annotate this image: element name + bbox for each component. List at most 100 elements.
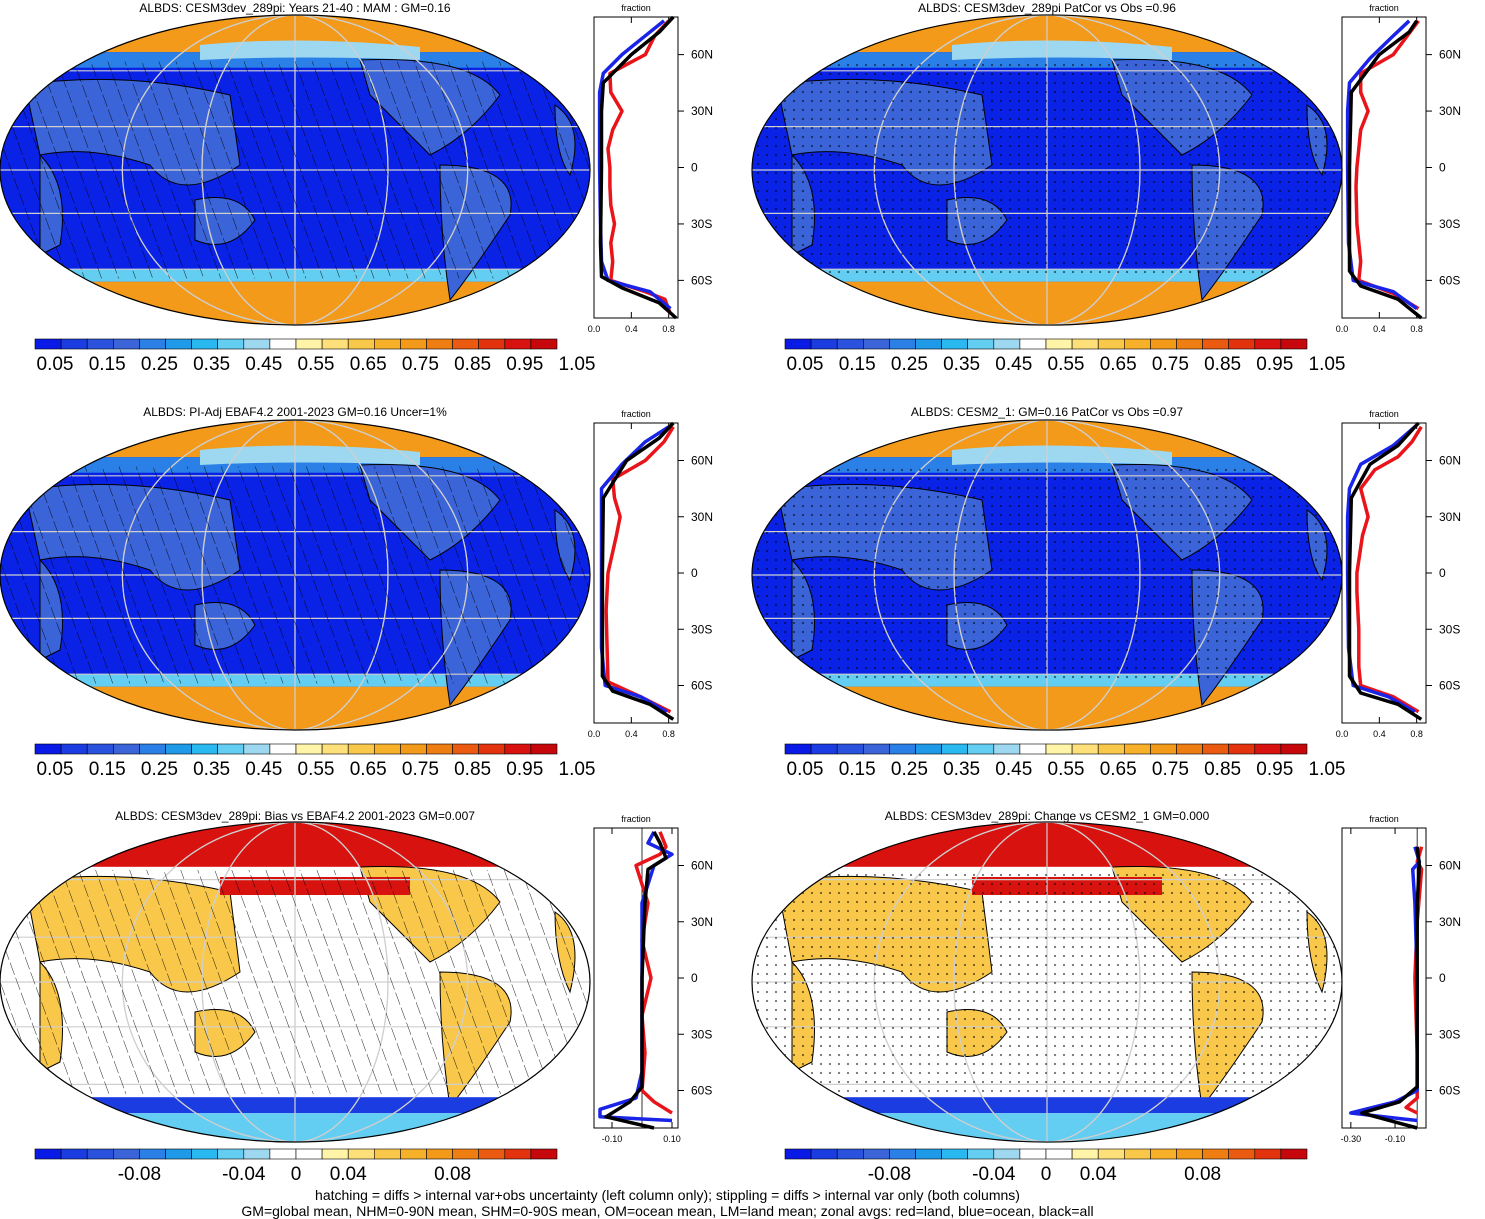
colorbar-swatch	[35, 1149, 61, 1159]
colorbar-swatch	[863, 339, 889, 349]
colorbar-label: 0.65	[1100, 354, 1137, 375]
hatch-overlay	[0, 62, 590, 279]
colorbar-swatch	[1046, 339, 1072, 349]
colorbar-label: 1.05	[1309, 759, 1346, 780]
panel-title: ALBDS: CESM2_1: GM=0.16 PatCor vs Obs =0…	[911, 405, 1183, 419]
colorbar-swatch	[400, 1149, 426, 1159]
colorbar-label: 0.05	[787, 759, 824, 780]
colorbar-swatch	[139, 744, 165, 754]
colorbar-swatch	[479, 744, 505, 754]
colorbar-swatch	[1177, 744, 1203, 754]
colorbar-label: 1.05	[559, 354, 596, 375]
lat-tick-label: 60N	[1439, 454, 1461, 468]
colorbar-swatch	[1020, 1149, 1046, 1159]
lat-tick-label: 30N	[691, 104, 713, 118]
map-field	[0, 822, 590, 1142]
colorbar-swatch	[113, 1149, 139, 1159]
map-field	[752, 420, 1342, 730]
colorbar-swatch	[244, 744, 270, 754]
colorbar-swatch	[785, 1149, 811, 1159]
lat-tick-label: 60S	[1439, 1084, 1460, 1098]
colorbar-label: 0.85	[1204, 759, 1241, 780]
colorbar-swatch	[427, 1149, 453, 1159]
colorbar-swatch	[453, 744, 479, 754]
colorbar-label: -0.08	[118, 1164, 161, 1185]
colorbar-swatch	[322, 1149, 348, 1159]
colorbar-swatch	[1020, 744, 1046, 754]
lat-tick-label: 30S	[691, 1027, 712, 1041]
zonal-line-all	[606, 832, 666, 1128]
lat-tick-label: 30S	[1439, 217, 1460, 231]
lat-tick-label: 60N	[1439, 48, 1461, 62]
colorbar-label: 0	[1041, 1164, 1052, 1185]
map-field	[0, 420, 590, 730]
colorbar-swatch	[785, 744, 811, 754]
colorbar-swatch	[1229, 339, 1255, 349]
colorbar-swatch	[531, 1149, 557, 1159]
colorbar-swatch	[479, 339, 505, 349]
colorbar-swatch	[139, 339, 165, 349]
colorbar-swatch	[1281, 1149, 1307, 1159]
colorbar-label: 0.15	[839, 354, 876, 375]
panel-4: ALBDS: CESM2_1: GM=0.16 PatCor vs Obs =0…	[752, 405, 1461, 780]
colorbar-label: 0.45	[995, 759, 1032, 780]
colorbar-swatch	[968, 339, 994, 349]
colorbar-swatch	[889, 339, 915, 349]
x-tick-label: 0.4	[1373, 729, 1386, 739]
colorbar-label: 0.05	[37, 759, 74, 780]
colorbar-swatch	[166, 744, 192, 754]
colorbar-swatch	[968, 744, 994, 754]
colorbar-label: 0.25	[891, 354, 928, 375]
x-tick-label: -0.30	[1341, 1134, 1362, 1144]
zonal-frame	[1342, 17, 1426, 318]
x-tick-label: 0.8	[1410, 324, 1423, 334]
colorbar-swatch	[889, 1149, 915, 1159]
colorbar-swatch	[1072, 744, 1098, 754]
colorbar-label: 0.75	[402, 354, 439, 375]
colorbar-swatch	[1203, 339, 1229, 349]
colorbar-label: 0.35	[193, 354, 230, 375]
colorbar-swatch	[453, 1149, 479, 1159]
colorbar-swatch	[1098, 339, 1124, 349]
colorbar-swatch	[87, 1149, 113, 1159]
panel-title: ALBDS: CESM3dev_289pi PatCor vs Obs =0.9…	[918, 1, 1176, 15]
map-field	[752, 15, 1342, 325]
colorbar-swatch	[1203, 744, 1229, 754]
colorbar-label: 0.05	[37, 354, 74, 375]
panel-title: ALBDS: PI-Adj EBAF4.2 2001-2023 GM=0.16 …	[143, 405, 447, 419]
lat-tick-label: 60S	[691, 679, 712, 693]
x-tick-label: 0.0	[1336, 729, 1349, 739]
colorbar-swatch	[1281, 744, 1307, 754]
colorbar-swatch	[400, 744, 426, 754]
colorbar-swatch	[374, 339, 400, 349]
colorbar-swatch	[87, 339, 113, 349]
lat-tick-label: 60N	[691, 859, 713, 873]
zonal-frame	[1342, 423, 1426, 723]
panel-2: ALBDS: CESM3dev_289pi PatCor vs Obs =0.9…	[752, 1, 1461, 375]
colorbar-label: 0.95	[1256, 759, 1293, 780]
colorbar-swatch	[61, 1149, 87, 1159]
colorbar-swatch	[400, 339, 426, 349]
footnote-hatching: hatching = diffs > internal var+obs unce…	[0, 1187, 1410, 1203]
x-tick-label: 0.4	[1373, 324, 1386, 334]
colorbar-label: 0.15	[89, 354, 126, 375]
colorbar-label: 0.55	[298, 354, 335, 375]
panel-5: ALBDS: CESM3dev_289pi: Bias vs EBAF4.2 2…	[0, 809, 713, 1185]
zonal-top-label: fraction	[1369, 409, 1399, 419]
zonal-top-label: fraction	[1369, 3, 1399, 13]
lat-tick-label: 30S	[691, 217, 712, 231]
colorbar-label: 0.65	[350, 354, 387, 375]
colorbar-label: 0.75	[1152, 354, 1189, 375]
panel-title: ALBDS: CESM3dev_289pi: Bias vs EBAF4.2 2…	[115, 809, 475, 823]
colorbar-swatch	[479, 1149, 505, 1159]
zonal-top-label: fraction	[621, 814, 651, 824]
colorbar-swatch	[1124, 339, 1150, 349]
colorbar-swatch	[139, 1149, 165, 1159]
colorbar-swatch	[994, 1149, 1020, 1159]
colorbar-swatch	[863, 1149, 889, 1159]
colorbar-swatch	[1150, 339, 1176, 349]
lat-tick-label: 30N	[1439, 915, 1461, 929]
